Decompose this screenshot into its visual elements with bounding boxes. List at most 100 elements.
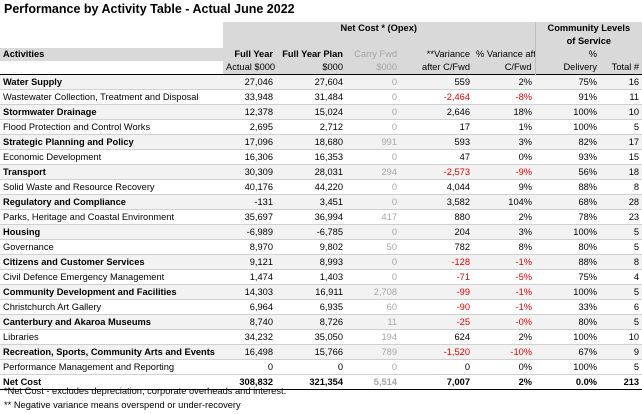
actual-cell: 30,309 [223, 164, 276, 180]
activity-cell: Civil Defence Emergency Management [0, 269, 223, 285]
plan-cell: 44,220 [276, 179, 346, 195]
pct-variance-cell: -1% [473, 254, 536, 270]
plan-cell: 27,604 [276, 74, 346, 90]
variance-cell: -25 [400, 314, 473, 330]
pct-variance-cell: 2% [473, 329, 536, 345]
delivery-cell: 100% [535, 119, 601, 135]
plan-cell: -6,785 [276, 224, 346, 240]
plan-cell: 1,403 [276, 269, 346, 285]
carry-cell: 194 [346, 329, 400, 345]
delivery-cell: 91% [535, 89, 601, 105]
pct-variance-cell: 0% [473, 149, 536, 165]
table-row: Wastewater Collection, Treatment and Dis… [0, 89, 642, 105]
actual-cell: -131 [223, 194, 276, 210]
delivery-cell: 67% [535, 344, 601, 360]
table-row: Christchurch Art Gallery 6,964 6,935 60 -90-… [0, 299, 642, 315]
carry-cell: 789 [346, 344, 400, 360]
plan-cell: 2,712 [276, 119, 346, 135]
variance-cell: 3,582 [400, 194, 473, 210]
actual-cell: 16,306 [223, 149, 276, 165]
actual-cell: 8,970 [223, 239, 276, 255]
variance-cell: 2,646 [400, 104, 473, 120]
community-levels-header-1: Community Levels [534, 22, 642, 35]
plan-cell: 18,680 [276, 134, 346, 150]
pct-variance-cell: 3% [473, 224, 536, 240]
activity-cell: Flood Protection and Control Works [0, 119, 223, 135]
pct-variance-cell: 1% [473, 119, 536, 135]
plan-cell: 8,993 [276, 254, 346, 270]
pct-variance-cell: 2% [473, 209, 536, 225]
actual-cell: -6,989 [223, 224, 276, 240]
pct-variance-cell: 0% [473, 359, 536, 375]
table-row: Strategic Planning and Policy 17,096 18,68… [0, 134, 642, 150]
total-cell: 10 [600, 329, 642, 345]
plan-cell: 3,451 [276, 194, 346, 210]
pct-variance-cell: 18% [473, 104, 536, 120]
variance-cell: 593 [400, 134, 473, 150]
carry-cell: 0 [346, 119, 400, 135]
total-header: Total # [600, 61, 642, 75]
activity-cell: Governance [0, 239, 223, 255]
community-levels-header-2: of Service [534, 35, 642, 48]
performance-table: Net Cost * (Opex) Community Levels of Se… [0, 22, 642, 390]
total-cell: 6 [600, 299, 642, 315]
carry-header-1: Carry Fwd [346, 48, 400, 61]
delivery-header-1: % [534, 48, 601, 61]
total-cell: 15 [600, 149, 642, 165]
total-plan-cell: 321,354 [276, 374, 346, 390]
total-cell: 9 [600, 344, 642, 360]
carry-cell: 294 [346, 164, 400, 180]
table-row: Recreation, Sports, Community Arts and E… [0, 344, 642, 360]
table-row: Governance 8,970 9,802 50 782 8% 80% 5 [0, 239, 642, 255]
actual-cell: 12,378 [223, 104, 276, 120]
footnotes: *Net Cost - excludes depreciation, corpo… [4, 384, 286, 412]
activity-cell: Regulatory and Compliance [0, 194, 223, 210]
carry-cell: 0 [346, 104, 400, 120]
variance-cell: 880 [400, 209, 473, 225]
total-cell: 5 [600, 224, 642, 240]
plan-cell: 15,024 [276, 104, 346, 120]
total-carry-cell: 5,514 [346, 374, 400, 390]
carry-cell: 0 [346, 74, 400, 90]
activities-header: Activities [0, 48, 223, 61]
variance-cell: 624 [400, 329, 473, 345]
actual-cell: 14,303 [223, 284, 276, 300]
pct-variance-cell: -10% [473, 344, 536, 360]
net-cost-group-header: Net Cost * (Opex) [223, 22, 536, 35]
activity-cell: Strategic Planning and Policy [0, 134, 223, 150]
delivery-cell: 88% [535, 179, 601, 195]
carry-cell: 60 [346, 299, 400, 315]
pct-variance-cell: -1% [473, 299, 536, 315]
plan-cell: 36,994 [276, 209, 346, 225]
carry-cell: 0 [346, 359, 400, 375]
activity-cell: Parks, Heritage and Coastal Environment [0, 209, 223, 225]
full-year-header-1: Full Year [223, 48, 276, 61]
activity-cell: Citizens and Customer Services [0, 254, 223, 270]
plan-cell: 28,031 [276, 164, 346, 180]
plan-cell: 8,726 [276, 314, 346, 330]
pct-variance-cell: 3% [473, 134, 536, 150]
total-cell: 28 [600, 194, 642, 210]
total-actual-cell: 308,832 [223, 374, 276, 390]
carry-cell: 0 [346, 254, 400, 270]
plan-cell: 0 [276, 359, 346, 375]
total-delivery-cell: 0.0% [535, 374, 601, 390]
delivery-cell: 100% [535, 104, 601, 120]
delivery-cell: 82% [535, 134, 601, 150]
activity-cell: Recreation, Sports, Community Arts and E… [0, 344, 223, 360]
delivery-cell: 80% [535, 239, 601, 255]
table-row: Civil Defence Emergency Management 1,474 1… [0, 269, 642, 285]
table-row: Transport 30,309 28,031 294 -2,573 -9% 56% 18 [0, 164, 642, 180]
table-header: Net Cost * (Opex) Community Levels of Se… [0, 22, 642, 75]
footnote-net-cost: *Net Cost - excludes depreciation, corpo… [4, 386, 287, 396]
variance-header-2: after C/Fwd [400, 61, 473, 75]
total-pct-variance-cell: 2% [473, 374, 536, 390]
table-row: Housing -6,989 -6,785 0 204 3% 100% 5 [0, 224, 642, 240]
carry-cell: 0 [346, 89, 400, 105]
pct-variance-cell: 8% [473, 239, 536, 255]
actual-cell: 1,474 [223, 269, 276, 285]
table-row: Economic Development 16,306 16,353 0 47 0% 93%… [0, 149, 642, 165]
carry-cell: 417 [346, 209, 400, 225]
total-activity-cell: Net Cost [0, 374, 223, 390]
activity-cell: Wastewater Collection, Treatment and Dis… [0, 89, 223, 105]
